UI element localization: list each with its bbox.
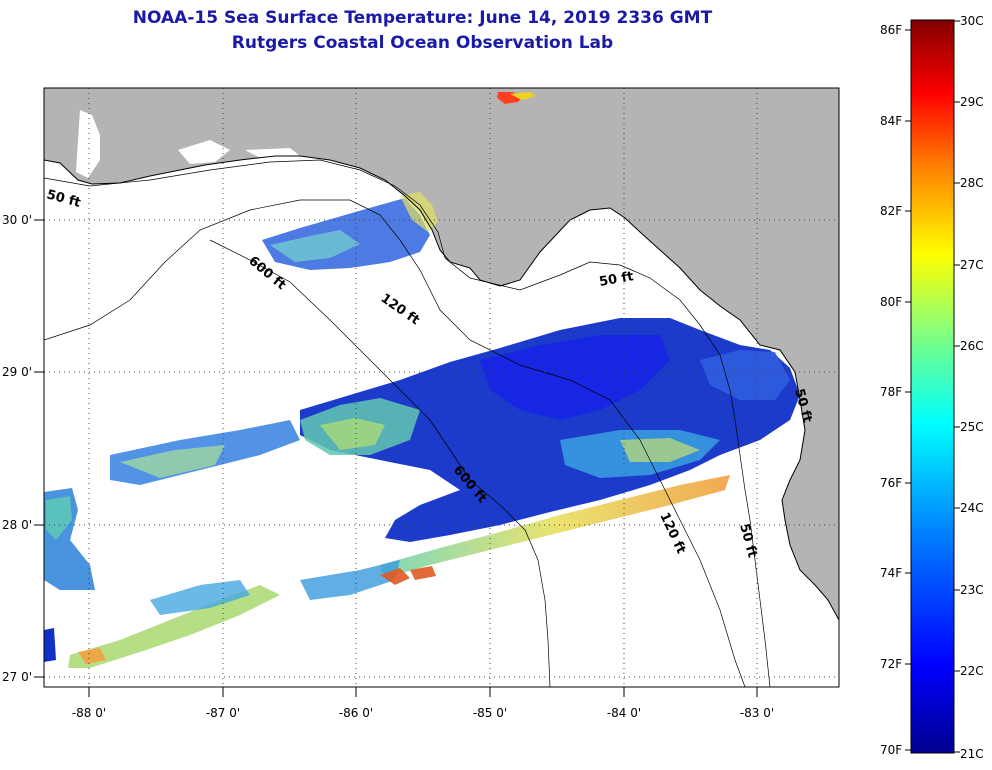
- lat-label-29: 29 0': [2, 365, 32, 379]
- map-ticks: [34, 219, 758, 697]
- contour-label-50ft-bigbend: 50 ft: [598, 269, 635, 290]
- cb-f-70: 70F: [880, 743, 902, 757]
- sst-swath-layer: [44, 92, 800, 668]
- map-subtitle: Rutgers Coastal Ocean Observation Lab: [231, 33, 614, 53]
- cb-f-82: 82F: [880, 204, 902, 218]
- lat-label-27: 27 0': [2, 670, 32, 684]
- cb-c-27: 27C: [960, 258, 984, 272]
- cb-c-25: 25C: [960, 420, 984, 434]
- cb-f-74: 74F: [880, 566, 902, 580]
- lon-label-87: -87 0': [206, 706, 240, 720]
- pensacola-bay: [178, 140, 230, 164]
- contour-50ft: [44, 159, 771, 687]
- colorbar-ticks: [905, 20, 960, 753]
- cb-c-26: 26C: [960, 339, 984, 353]
- lon-label-86: -86 0': [339, 706, 373, 720]
- lon-label-85: -85 0': [473, 706, 507, 720]
- lon-label-83: -83 0': [740, 706, 774, 720]
- cb-c-30: 30C: [960, 14, 984, 28]
- colorbar: [910, 19, 955, 754]
- map-title: NOAA-15 Sea Surface Temperature: June 14…: [132, 8, 713, 28]
- map-frame: [43, 87, 840, 688]
- contour-120ft: [44, 199, 746, 687]
- cb-f-80: 80F: [880, 295, 902, 309]
- cb-c-29: 29C: [960, 95, 984, 109]
- mobile-bay: [76, 110, 100, 178]
- lat-label-30: 30 0': [2, 213, 32, 227]
- cb-f-76: 76F: [880, 476, 902, 490]
- cb-c-23: 23C: [960, 583, 984, 597]
- lat-label-28: 28 0': [2, 518, 32, 532]
- cb-f-84: 84F: [880, 114, 902, 128]
- lon-label-88: -88 0': [72, 706, 106, 720]
- contour-600ft: [209, 239, 551, 687]
- cb-c-28: 28C: [960, 176, 984, 190]
- coastline: [44, 155, 839, 621]
- cb-f-86: 86F: [880, 23, 902, 37]
- cb-f-78: 78F: [880, 385, 902, 399]
- cb-c-22: 22C: [960, 664, 984, 678]
- cb-f-72: 72F: [880, 657, 902, 671]
- cb-c-21: 21C: [960, 747, 984, 761]
- cb-c-24: 24C: [960, 501, 984, 515]
- lon-label-84: -84 0': [607, 706, 641, 720]
